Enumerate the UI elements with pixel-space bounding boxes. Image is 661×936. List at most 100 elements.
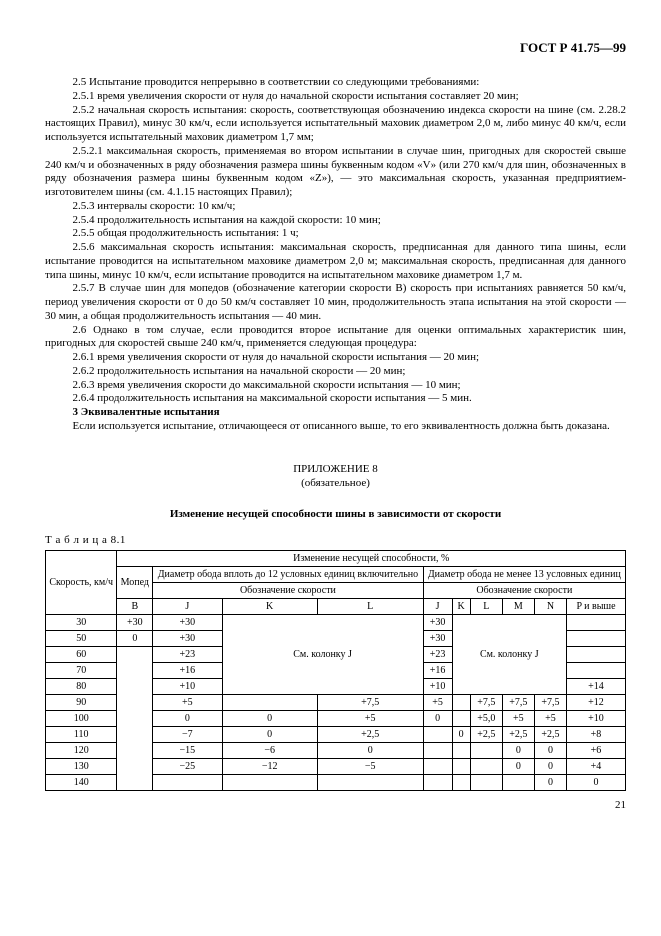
td: +7,5	[317, 695, 423, 711]
para: 2.5.4 продолжительность испытания на каж…	[45, 214, 626, 228]
td: +30	[423, 615, 452, 631]
td	[117, 647, 153, 791]
para: 2.6.1 время увеличения скорости от нуля …	[45, 351, 626, 365]
td: +30	[153, 631, 222, 647]
td: +8	[567, 727, 626, 743]
td-speed: 90	[46, 695, 117, 711]
td	[502, 775, 534, 791]
th-col: K	[222, 599, 317, 615]
table-caption: Т а б л и ц а 8.1	[45, 534, 626, 546]
td	[222, 775, 317, 791]
td: +5	[534, 711, 566, 727]
para: 2.5.2 начальная скорость испытания: скор…	[45, 104, 626, 145]
th-col: J	[153, 599, 222, 615]
td: 0	[502, 759, 534, 775]
para: 2.5.5 общая продолжительность испытания:…	[45, 227, 626, 241]
th-col: B	[117, 599, 153, 615]
td: +23	[153, 647, 222, 663]
td: 0	[317, 743, 423, 759]
td	[567, 663, 626, 679]
td: +10	[567, 711, 626, 727]
td: −15	[153, 743, 222, 759]
th-speed: Скорость, км/ч	[46, 551, 117, 615]
td-speed: 130	[46, 759, 117, 775]
para: 2.5 Испытание проводится непрерывно в со…	[45, 76, 626, 90]
para: 2.6.2 продолжительность испытания на нач…	[45, 365, 626, 379]
td-speed: 30	[46, 615, 117, 631]
td-speed: 70	[46, 663, 117, 679]
th-col: K	[452, 599, 470, 615]
td: +30	[117, 615, 153, 631]
td: 0	[222, 711, 317, 727]
td: +7,5	[534, 695, 566, 711]
th-col: L	[317, 599, 423, 615]
para: 2.6.3 время увеличения скорости до макси…	[45, 379, 626, 393]
td: +16	[423, 663, 452, 679]
td: +5	[423, 695, 452, 711]
td: +2,5	[534, 727, 566, 743]
page-number: 21	[45, 799, 626, 811]
td	[317, 775, 423, 791]
td: +5,0	[470, 711, 502, 727]
td: −7	[153, 727, 222, 743]
td	[153, 775, 222, 791]
para: Если используется испытание, отличающеес…	[45, 420, 626, 434]
td: +2,5	[470, 727, 502, 743]
td	[470, 775, 502, 791]
td: +7,5	[502, 695, 534, 711]
td	[423, 775, 452, 791]
table-row: Скорость, км/ч Изменение несущей способн…	[46, 551, 626, 567]
body-text: 2.5 Испытание проводится непрерывно в со…	[45, 76, 626, 434]
td: +5	[317, 711, 423, 727]
td	[567, 631, 626, 647]
para: 2.5.1 время увеличения скорости от нуля …	[45, 90, 626, 104]
td: +16	[153, 663, 222, 679]
td: +14	[567, 679, 626, 695]
td: 0	[153, 711, 222, 727]
td: −25	[153, 759, 222, 775]
td: +23	[423, 647, 452, 663]
td: +7,5	[470, 695, 502, 711]
th-col: P и выше	[567, 599, 626, 615]
th-rim12: Диаметр обода вплоть до 12 условных един…	[153, 567, 423, 583]
td	[452, 775, 470, 791]
th-super: Изменение несущей способности, %	[117, 551, 626, 567]
table-row: B J K L J K L M N P и выше	[46, 599, 626, 615]
td	[222, 695, 317, 711]
th-speed-desig: Обозначение скорости	[423, 583, 625, 599]
table-row: Мопед Диаметр обода вплоть до 12 условны…	[46, 567, 626, 583]
td: 0	[534, 743, 566, 759]
para: 2.6 Однако в том случае, если проводится…	[45, 324, 626, 352]
appendix-label: ПРИЛОЖЕНИЕ 8	[293, 463, 378, 475]
td	[423, 759, 452, 775]
para: 2.5.7 В случае шин для мопедов (обозначе…	[45, 282, 626, 323]
td-see-j: См. колонку J	[452, 615, 566, 695]
section-heading: Изменение несущей способности шины в зав…	[45, 508, 626, 520]
table-row: 30 +30 +30 См. колонку J +30 См. колонку…	[46, 615, 626, 631]
td: −5	[317, 759, 423, 775]
td	[452, 743, 470, 759]
td: +2,5	[502, 727, 534, 743]
th-col: N	[534, 599, 566, 615]
td: 0	[567, 775, 626, 791]
th-speed-desig: Обозначение скорости	[153, 583, 423, 599]
td-see-j: См. колонку J	[222, 615, 423, 695]
td: +4	[567, 759, 626, 775]
td: +30	[423, 631, 452, 647]
td: +5	[153, 695, 222, 711]
th-col: L	[470, 599, 502, 615]
td-speed: 80	[46, 679, 117, 695]
td-speed: 100	[46, 711, 117, 727]
th-col: J	[423, 599, 452, 615]
para: 2.6.4 продолжительность испытания на мак…	[45, 392, 626, 406]
td-speed: 50	[46, 631, 117, 647]
td: 0	[423, 711, 452, 727]
td-speed: 140	[46, 775, 117, 791]
td: 0	[222, 727, 317, 743]
th-col: M	[502, 599, 534, 615]
td	[452, 759, 470, 775]
page: ГОСТ Р 41.75—99 2.5 Испытание проводится…	[0, 0, 661, 831]
td	[423, 727, 452, 743]
capacity-table: Скорость, км/ч Изменение несущей способн…	[45, 550, 626, 791]
td	[567, 647, 626, 663]
